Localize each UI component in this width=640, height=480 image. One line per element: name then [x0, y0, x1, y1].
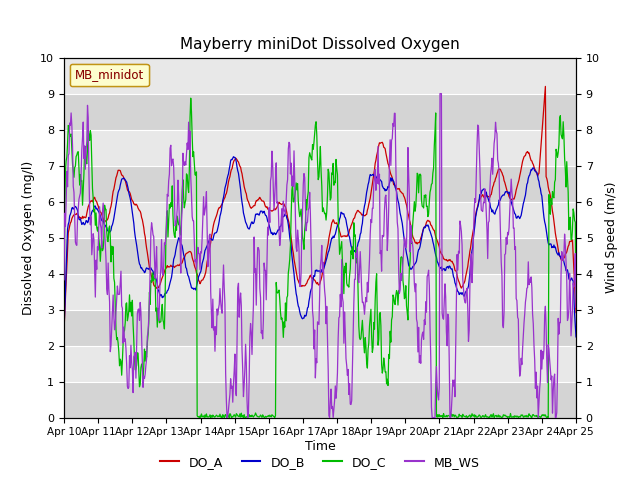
Y-axis label: Dissolved Oxygen (mg/l): Dissolved Oxygen (mg/l)	[22, 160, 35, 315]
Bar	[64, 94, 576, 130]
X-axis label: Time: Time	[305, 440, 335, 453]
Bar	[64, 58, 576, 94]
Bar	[64, 202, 576, 238]
Title: Mayberry miniDot Dissolved Oxygen: Mayberry miniDot Dissolved Oxygen	[180, 37, 460, 52]
Legend: DO_A, DO_B, DO_C, MB_WS: DO_A, DO_B, DO_C, MB_WS	[155, 451, 485, 474]
Bar	[64, 310, 576, 346]
Bar	[64, 382, 576, 418]
Bar	[64, 346, 576, 382]
Bar	[64, 274, 576, 310]
Y-axis label: Wind Speed (m/s): Wind Speed (m/s)	[605, 182, 618, 293]
Legend: MB_minidot: MB_minidot	[70, 63, 148, 86]
Bar	[64, 166, 576, 202]
Bar	[64, 238, 576, 274]
Bar	[64, 130, 576, 166]
